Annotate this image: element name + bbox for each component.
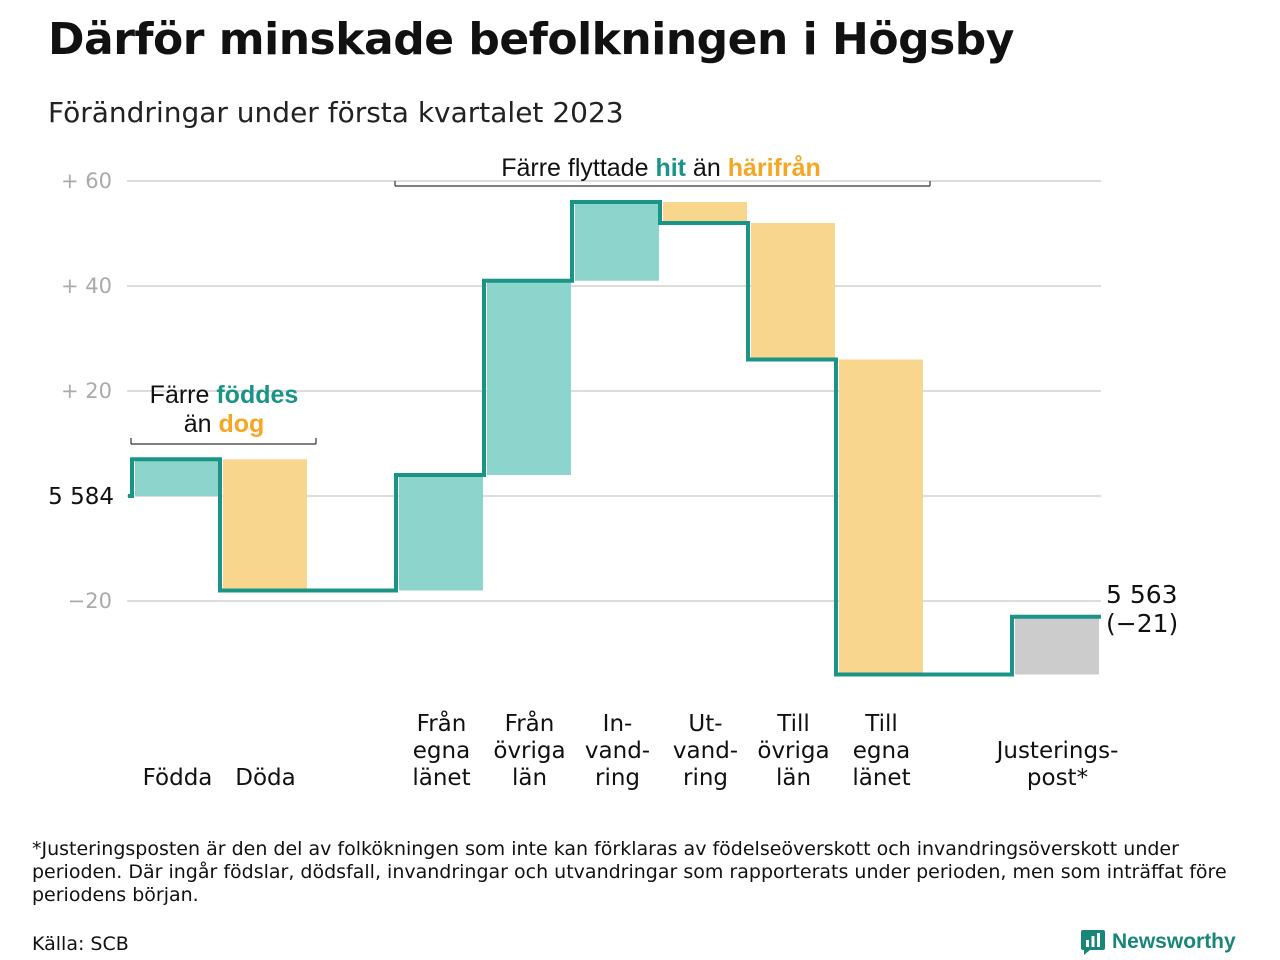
category-label: Döda <box>235 765 295 791</box>
bar-från-övriga-län <box>487 280 571 475</box>
category-label: Från <box>417 709 467 737</box>
source-note: Källa: SCB <box>32 933 129 955</box>
category-label: Justerings- <box>995 738 1119 764</box>
births-annotation-line1: Färre föddes <box>150 381 299 409</box>
category-label: övriga <box>493 738 565 764</box>
bar-födda <box>135 459 219 496</box>
bar-chart-speech-icon <box>1081 930 1105 955</box>
category-label: län <box>512 765 547 791</box>
category-label: ring <box>683 765 728 791</box>
category-label: Ut- <box>688 711 722 737</box>
category-label: egna <box>413 738 470 764</box>
end-change-label: (−21) <box>1106 609 1178 638</box>
end-value-label: 5 563 <box>1106 580 1178 609</box>
category-label: länet <box>852 765 910 791</box>
category-label: Till <box>864 711 898 737</box>
footnote: *Justeringsposten är den del av folkökni… <box>32 838 1227 906</box>
brand-name: Newsworthy <box>1112 930 1236 953</box>
y-tick-labels: + 60 + 40 + 20 −20 <box>61 169 112 613</box>
category-label: övriga <box>757 738 829 764</box>
brand-logo: Newsworthy <box>1080 928 1236 956</box>
chart-title: Därför minskade befolkningen i Högsby <box>48 14 1014 65</box>
category-label: egna <box>853 738 910 764</box>
start-value-label: 5 584 <box>48 484 114 510</box>
category-labels: Födda DödaFrånegnalänetFrånövrigalänIn-va… <box>143 709 1119 791</box>
category-label: Från <box>505 709 555 737</box>
population-step-line <box>128 200 1101 677</box>
y-tick-label: −20 <box>68 589 112 613</box>
category-label: ring <box>595 765 640 791</box>
category-label: Födda <box>143 765 213 791</box>
y-tick-label: + 20 <box>61 379 112 403</box>
category-label: länet <box>412 765 470 791</box>
bar-till-egna-länet <box>839 359 923 675</box>
bar-ut-vand-ring <box>663 202 747 223</box>
bar-till-övriga-län <box>751 223 835 360</box>
bar-döda <box>223 459 307 591</box>
category-label: vand- <box>585 738 650 764</box>
bar-in-vand-ring <box>575 202 659 281</box>
category-label: vand- <box>673 738 738 764</box>
births-annotation-line2: än dog <box>184 410 265 438</box>
bar-justerings-post- <box>1015 616 1099 675</box>
category-label: post* <box>1027 765 1088 791</box>
category-label: In- <box>603 711 633 737</box>
bar-från-egna-länet <box>399 475 483 591</box>
bars <box>135 202 1099 675</box>
y-tick-label: + 40 <box>61 274 112 298</box>
y-tick-label: + 60 <box>61 169 112 193</box>
category-label: län <box>776 765 811 791</box>
category-label: Till <box>776 711 810 737</box>
migration-annotation: Färre flyttade hit än härifrån <box>501 154 821 182</box>
chart-subtitle: Förändringar under första kvartalet 2023 <box>48 96 624 129</box>
